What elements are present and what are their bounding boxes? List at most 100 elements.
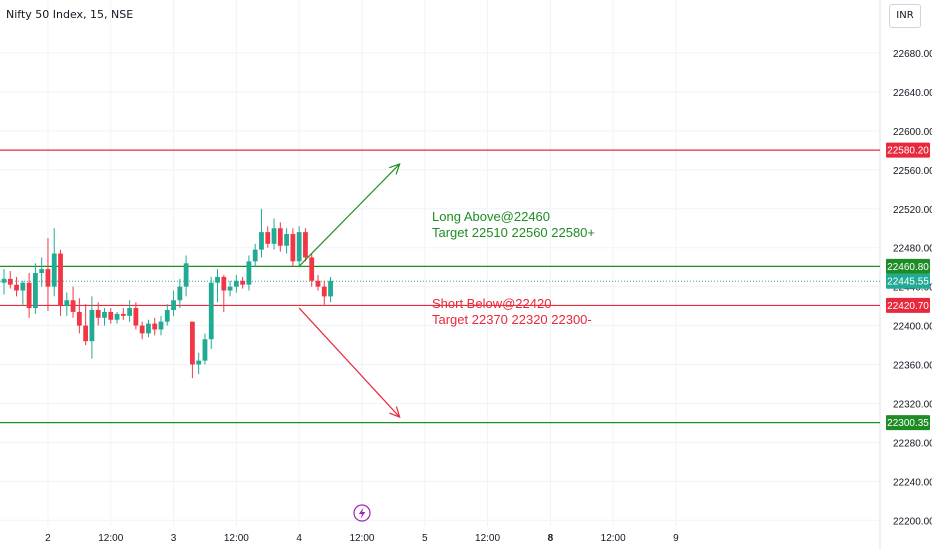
candle-body: [133, 308, 139, 326]
candle-body: [271, 228, 277, 244]
lightning-icon[interactable]: [353, 504, 371, 522]
candle-body: [114, 313, 120, 320]
price-tick-label: 22680.00: [893, 49, 932, 60]
level-price-text: 22300.35: [887, 418, 929, 429]
time-tick-label: 5: [422, 533, 428, 544]
price-tick-label: 22280.00: [893, 438, 932, 449]
level-price-text: 22580.20: [887, 146, 929, 157]
level-price-tag: [886, 258, 930, 274]
candle-body: [265, 232, 271, 244]
time-tick-label: 12:00: [98, 533, 123, 544]
candle-body: [83, 325, 89, 342]
candle-body: [208, 282, 214, 340]
candle-body: [20, 282, 26, 291]
candle-body: [7, 278, 13, 285]
candles: [1, 208, 333, 379]
level-price-text: 22420.70: [887, 301, 929, 312]
time-axis[interactable]: 2 12:00 3 12:00 4 12:00 5 12:00 8 12:00 9: [45, 533, 679, 544]
candle-body: [14, 284, 19, 291]
trend-arrow-line: [298, 307, 401, 418]
last-price-text: 22445.55: [887, 277, 929, 288]
candle-body: [76, 311, 82, 326]
short-note-line1: Short Below@22420: [432, 296, 551, 311]
level-price-tag: [886, 415, 930, 431]
candle-body: [127, 308, 132, 316]
candle-body: [152, 323, 158, 330]
time-tick-label: 4: [296, 533, 302, 544]
candle-body: [164, 310, 170, 322]
price-tick-label: 22200.00: [893, 516, 932, 527]
candle-body: [183, 263, 189, 287]
last-price-tag: [886, 273, 930, 289]
time-tick-label: 3: [171, 533, 177, 544]
candle-body: [146, 323, 151, 334]
time-tick-label: 8: [548, 533, 554, 544]
price-tick-label: 22640.00: [893, 88, 932, 99]
grid-lines: [0, 0, 881, 550]
trend-arrow-head: [389, 162, 401, 175]
candle-body: [252, 249, 258, 262]
price-tick-label: 22480.00: [893, 244, 932, 255]
price-tick-label: 22520.00: [893, 205, 932, 216]
price-tick-label: 22240.00: [893, 477, 932, 488]
candle-body: [1, 278, 7, 283]
currency-button[interactable]: INR: [889, 4, 921, 28]
candle-body: [240, 280, 246, 285]
trend-arrows: [298, 162, 401, 419]
price-tick-label: 22360.00: [893, 361, 932, 372]
candle-body: [190, 321, 195, 365]
time-tick-label: 12:00: [349, 533, 374, 544]
candle-body: [328, 280, 333, 297]
price-tick-label: 22600.00: [893, 127, 932, 138]
trend-arrow-line: [298, 163, 401, 267]
time-tick-label: 12:00: [475, 533, 500, 544]
price-labels: 22580.20 22460.80 22420.70 22300.35 22445.55: [886, 142, 930, 431]
candle-body: [315, 280, 321, 287]
level-price-tag: [886, 142, 930, 158]
price-tick-label: 22320.00: [893, 399, 932, 410]
candle-body: [64, 300, 70, 307]
candle-body: [303, 232, 308, 258]
chart-title: Nifty 50 Index, 15, NSE: [6, 8, 134, 21]
price-tick-label: 22400.00: [893, 322, 932, 333]
candle-body: [233, 280, 239, 287]
long-note-line2: Target 22510 22560 22580+: [432, 225, 595, 240]
candle-body: [120, 313, 126, 316]
candle-body: [221, 276, 227, 291]
candle-body: [284, 234, 289, 246]
candle-body: [177, 286, 183, 301]
candle-body: [45, 269, 51, 287]
time-tick-label: 12:00: [601, 533, 626, 544]
candle-body: [321, 286, 327, 297]
level-price-tag: [886, 297, 930, 313]
annotation-notes: Long Above@22460 Target 22510 22560 2258…: [432, 209, 595, 327]
candle-body: [246, 261, 252, 285]
level-price-text: 22460.80: [887, 262, 929, 273]
candle-body: [202, 339, 208, 361]
candle-body: [277, 228, 283, 246]
time-tick-label: 9: [673, 533, 679, 544]
candle-body: [58, 253, 63, 307]
candle-body: [158, 321, 164, 330]
candle-body: [139, 325, 145, 334]
time-tick-label: 12:00: [224, 533, 249, 544]
horizontal-levels: [0, 149, 880, 424]
candle-body: [51, 253, 57, 287]
candle-body: [39, 269, 45, 274]
candle-body: [89, 310, 95, 342]
candle-body: [309, 257, 315, 281]
candle-body: [33, 273, 38, 309]
candle-body: [70, 300, 76, 312]
candle-body: [26, 282, 32, 309]
candle-body: [215, 276, 220, 283]
short-note-line2: Target 22370 22320 22300-: [432, 312, 592, 327]
candle-body: [296, 232, 302, 262]
time-tick-label: 2: [45, 533, 51, 544]
trend-arrow-head: [389, 406, 401, 419]
price-tick-label: 22560.00: [893, 166, 932, 177]
candle-body: [102, 311, 107, 318]
candle-body: [259, 232, 264, 250]
candle-body: [108, 311, 114, 320]
candle-body: [196, 360, 202, 365]
